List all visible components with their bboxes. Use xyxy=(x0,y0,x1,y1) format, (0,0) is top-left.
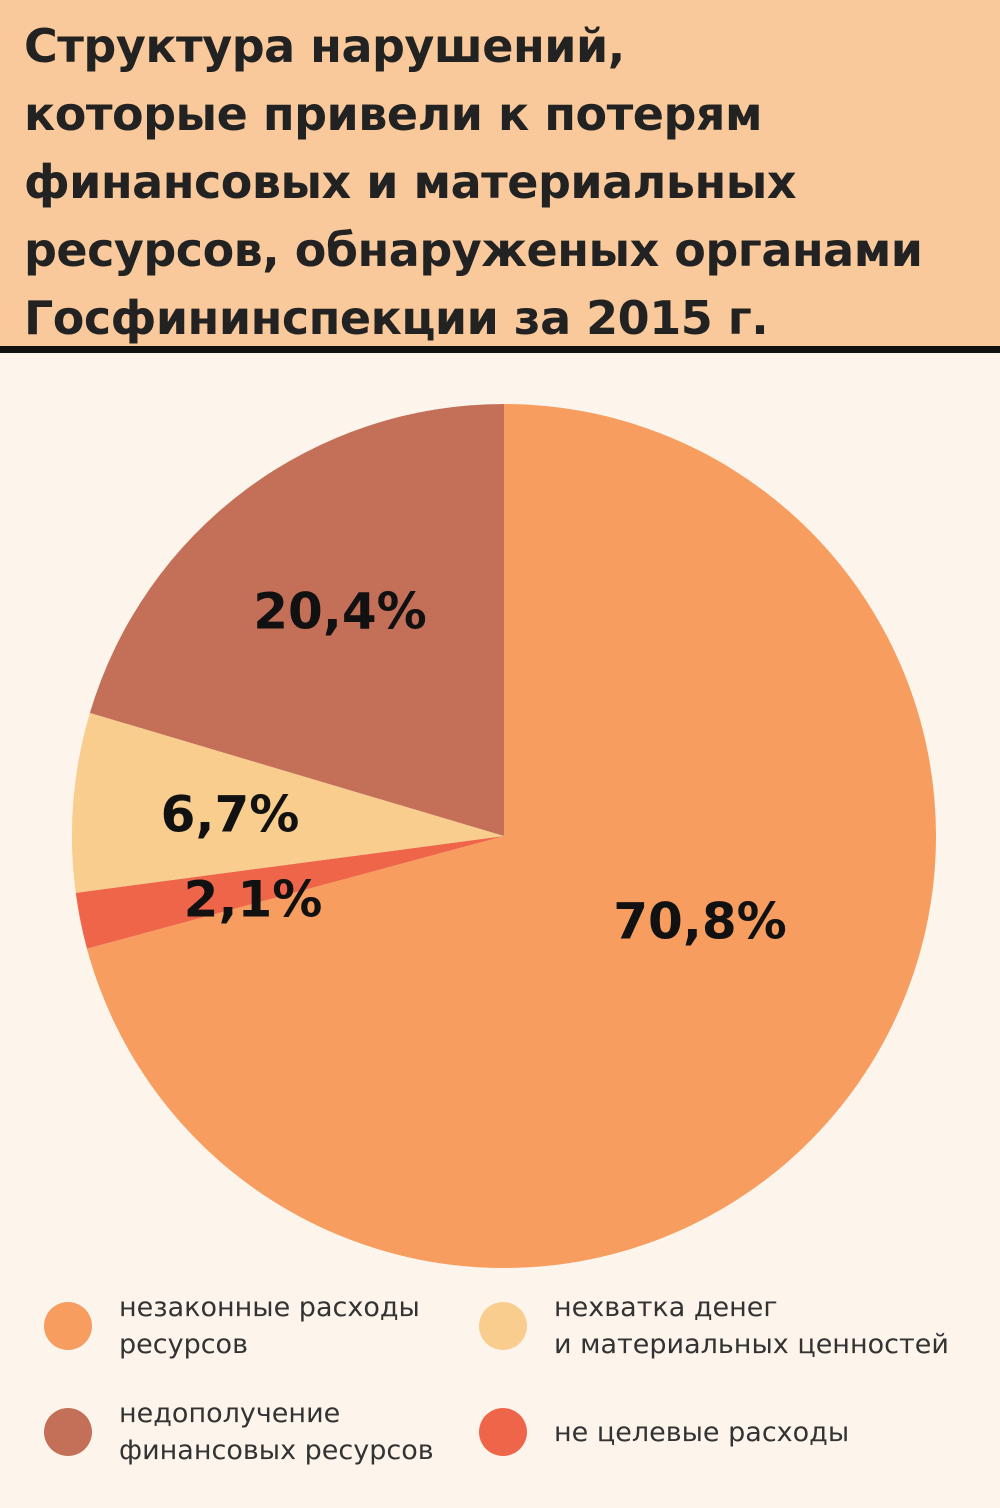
pie-slice xyxy=(71,712,504,893)
value-label: 6,7% xyxy=(161,786,300,844)
value-label: 2,1% xyxy=(184,871,323,929)
legend-swatch xyxy=(44,1408,92,1456)
legend-swatch xyxy=(479,1302,527,1350)
pie-slice xyxy=(75,836,505,949)
legend-label: нехватка денег и материальных ценностей xyxy=(554,1292,949,1360)
header: Структура нарушений, которые привели к п… xyxy=(0,0,1000,353)
pie-slice xyxy=(86,404,936,1268)
legend-label: недополучение финансовых ресурсов xyxy=(119,1398,434,1466)
legend-swatch xyxy=(479,1408,527,1456)
legend-swatch xyxy=(44,1302,92,1350)
chart-title: Структура нарушений, которые привели к п… xyxy=(24,19,923,345)
value-label: 70,8% xyxy=(613,893,786,951)
pie-slice xyxy=(89,404,505,836)
legend-label: не целевые расходы xyxy=(554,1416,850,1448)
value-label: 20,4% xyxy=(253,583,426,641)
legend-label: незаконные расходы ресурсов xyxy=(119,1292,420,1360)
